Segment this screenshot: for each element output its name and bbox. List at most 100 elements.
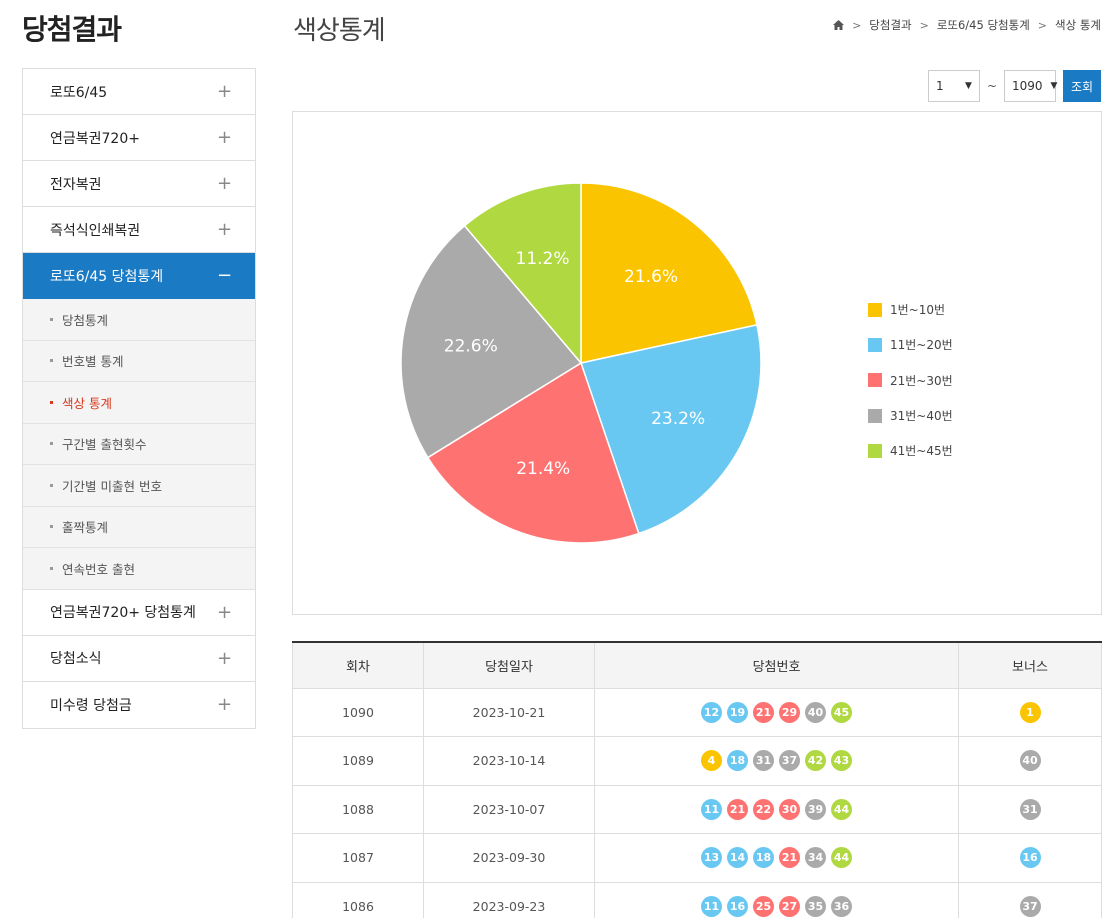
caret-down-icon: ▼ [965, 81, 972, 91]
menu-label: 로또6/45 [50, 84, 108, 101]
number-ball: 4 [701, 750, 722, 772]
number-ball: 21 [779, 847, 800, 869]
breadcrumb-item[interactable]: 로또6/45 당첨통계 [936, 18, 1030, 32]
menu-label: 로또6/45 당첨통계 [50, 268, 164, 285]
pie-slice-label: 21.6% [624, 267, 678, 287]
chevron-right-icon: > [1037, 18, 1048, 32]
number-ball: 29 [779, 701, 800, 723]
query-button[interactable]: 조회 [1063, 70, 1101, 102]
submenu-label: 당첨통계 [62, 312, 109, 328]
minus-icon: − [217, 265, 233, 286]
submenu-item-number-stats[interactable]: 번호별 통계 [23, 341, 255, 382]
number-ball: 44 [831, 798, 852, 820]
legend-item: 11번~20번 [868, 327, 953, 362]
number-balls: 4 18 31 37 42 43 [701, 750, 852, 772]
bullet-icon [50, 359, 53, 363]
cell-round: 1089 [292, 736, 424, 786]
legend-label: 41번~45번 [890, 444, 953, 459]
chart-legend: 1번~10번 11번~20번 21번~30번 31번~40번 41번~45번 [868, 292, 953, 468]
number-ball: 11 [701, 895, 722, 917]
table-body: 1090 2023-10-21 12 19 21 29 40 45 1 1089 2023-10-1… [292, 688, 1102, 918]
number-ball: 30 [779, 798, 800, 820]
breadcrumb-item[interactable]: 당첨결과 [869, 18, 912, 32]
plus-icon: + [217, 647, 233, 669]
legend-swatch [868, 373, 882, 388]
menu-item-pension-stats[interactable]: 연금복권720+ 당첨통계 + [23, 590, 255, 636]
number-ball: 21 [753, 701, 774, 723]
start-round-select[interactable]: 1 ▼ [927, 70, 980, 102]
menu-label: 전자복권 [50, 176, 102, 193]
submenu-item-odd-even[interactable]: 홀짝통계 [23, 507, 255, 548]
end-round-select[interactable]: 1090 ▼ [1004, 70, 1057, 102]
start-round-value: 1 [935, 79, 944, 93]
number-ball: 25 [753, 895, 774, 917]
table-header-row: 회차 당첨일자 당첨번호 보너스 [292, 642, 1102, 689]
plus-icon: + [217, 81, 233, 102]
cell-round: 1087 [292, 833, 424, 883]
number-ball: 39 [805, 798, 826, 820]
number-ball: 36 [831, 895, 852, 917]
menu-item-instant[interactable]: 즉석식인쇄복권 + [23, 207, 255, 253]
legend-swatch [868, 408, 882, 423]
cell-numbers: 13 14 18 21 34 44 [594, 833, 959, 883]
number-ball: 37 [779, 750, 800, 772]
menu-label: 연금복권720+ 당첨통계 [50, 605, 196, 621]
submenu-item-range-count[interactable]: 구간별 출현횟수 [23, 424, 255, 465]
number-ball: 18 [727, 750, 748, 772]
cell-numbers: 11 16 25 27 35 36 [594, 882, 959, 918]
number-balls: 11 21 22 30 39 44 [701, 798, 852, 820]
bonus-ball: 1 [1019, 701, 1041, 723]
menu-item-e-lottery[interactable]: 전자복권 + [23, 161, 255, 207]
pie-chart-svg: 21.6% 23.2% 21.4% 22.6% 11.2% [400, 182, 762, 544]
header-date: 당첨일자 [423, 642, 595, 689]
chevron-right-icon: > [919, 18, 929, 32]
bonus-ball: 16 [1019, 847, 1041, 869]
pie-slice [426, 361, 640, 544]
bonus-ball: 31 [1019, 798, 1041, 820]
menu-label: 당첨소식 [50, 651, 102, 667]
side-menu: 로또6/45 + 연금복권720+ + 전자복권 + 즉석식인쇄복권 + 로또6/45 … [22, 68, 256, 729]
submenu-label: 구간별 출현횟수 [62, 437, 147, 453]
submenu-item-color-stats[interactable]: 색상 통계 [23, 382, 255, 424]
breadcrumb-item-current: 색상 통계 [1055, 18, 1101, 32]
header-bonus: 보너스 [958, 642, 1102, 689]
menu-item-lotto-stats[interactable]: 로또6/45 당첨통계 − [23, 253, 255, 299]
menu-item-lotto645[interactable]: 로또6/45 + [23, 69, 255, 115]
breadcrumb: > 당첨결과 > 로또6/45 당첨통계 > 색상 통계 [833, 17, 1101, 33]
plus-icon: + [217, 601, 233, 623]
table-row: 1088 2023-10-07 11 21 22 30 39 44 31 [292, 785, 1102, 834]
sidebar-title: 당첨결과 [22, 13, 122, 46]
menu-item-pension720[interactable]: 연금복권720+ + [23, 115, 255, 161]
table-row: 1086 2023-09-23 11 16 25 27 35 36 37 [292, 882, 1102, 918]
cell-round: 1088 [292, 785, 424, 834]
cell-bonus: 40 [958, 736, 1102, 786]
number-ball: 14 [727, 847, 748, 869]
round-filter: 1 ▼ ~ 1090 ▼ 조회 [927, 70, 1101, 102]
plus-icon: + [217, 219, 233, 240]
menu-item-unclaimed[interactable]: 미수령 당첨금 + [23, 682, 255, 728]
header-numbers: 당첨번호 [594, 642, 959, 689]
color-pie-chart: 21.6% 23.2% 21.4% 22.6% 11.2% 1번~10번 11번~20번… [292, 111, 1102, 615]
cell-date: 2023-10-14 [423, 736, 595, 786]
menu-item-news[interactable]: 당첨소식 + [23, 636, 255, 682]
range-separator: ~ [986, 79, 997, 93]
chevron-right-icon: > [852, 18, 862, 32]
pie-slice [580, 323, 762, 535]
submenu-label: 홀짝통계 [62, 520, 109, 536]
number-ball: 44 [831, 847, 852, 869]
home-icon[interactable] [833, 20, 845, 30]
number-balls: 11 16 25 27 35 36 [701, 895, 852, 917]
plus-icon: + [217, 173, 233, 194]
submenu-item-missing-numbers[interactable]: 기간별 미출현 번호 [23, 465, 255, 507]
pie-slice-label: 23.2% [651, 409, 705, 429]
submenu-item-win-stats[interactable]: 당첨통계 [23, 299, 255, 341]
pie-slice [400, 224, 583, 459]
number-ball: 18 [753, 847, 774, 869]
plus-icon: + [217, 694, 233, 715]
submenu-item-consecutive[interactable]: 연속번호 출현 [23, 548, 255, 590]
cell-numbers: 4 18 31 37 42 43 [594, 736, 959, 786]
cell-bonus: 16 [958, 833, 1102, 883]
legend-item: 41번~45번 [868, 433, 953, 468]
menu-label: 즉석식인쇄복권 [50, 222, 141, 239]
pie-slice-label: 22.6% [444, 337, 498, 357]
